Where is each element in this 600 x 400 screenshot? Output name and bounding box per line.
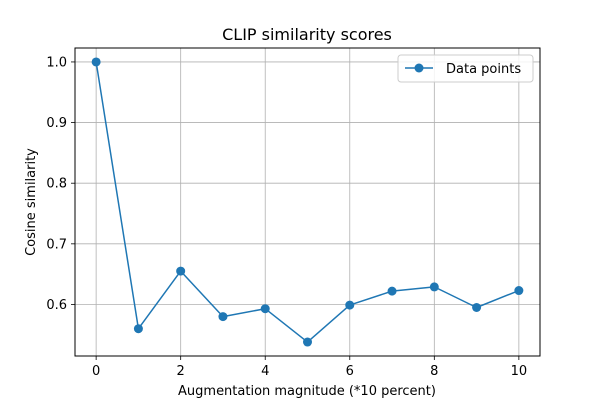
series-layer — [91, 57, 524, 347]
x-tick-label: 8 — [430, 364, 438, 379]
legend-box — [397, 54, 534, 83]
y-axis-title: Cosine similarity — [24, 148, 39, 256]
y-axis-ticks: 0.6 0.7 0.8 0.9 1.0 — [46, 55, 75, 313]
legend-marker-swatch — [414, 63, 424, 73]
y-tick-label: 1.0 — [46, 55, 67, 70]
legend-label: Data points — [446, 62, 521, 77]
x-axis-ticks: 0 2 4 6 8 10 — [92, 356, 527, 379]
x-tick-label: 4 — [261, 364, 269, 379]
data-point-marker — [176, 266, 186, 276]
y-tick-label: 0.6 — [46, 298, 67, 313]
x-tick-label: 6 — [346, 364, 354, 379]
data-point-marker — [133, 324, 143, 334]
data-point-marker — [472, 302, 482, 312]
data-point-marker — [387, 286, 397, 296]
x-tick-label: 2 — [177, 364, 185, 379]
x-axis-title: Augmentation magnitude (*10 percent) — [178, 384, 436, 399]
y-tick-label: 0.8 — [46, 177, 67, 192]
plot-frame — [74, 47, 541, 357]
x-tick-label: 10 — [511, 364, 528, 379]
data-point-marker — [429, 282, 439, 292]
y-tick-label: 0.9 — [46, 116, 67, 131]
data-point-marker — [91, 57, 101, 67]
data-point-marker — [218, 312, 228, 322]
data-point-marker — [303, 337, 312, 347]
data-point-marker — [260, 304, 270, 314]
chart-title: CLIP similarity scores — [222, 25, 392, 44]
y-tick-label: 0.7 — [46, 237, 67, 252]
legend: Data points — [397, 54, 534, 83]
x-tick-label: 0 — [92, 364, 100, 379]
data-point-marker — [345, 300, 355, 310]
data-point-marker — [514, 286, 524, 296]
